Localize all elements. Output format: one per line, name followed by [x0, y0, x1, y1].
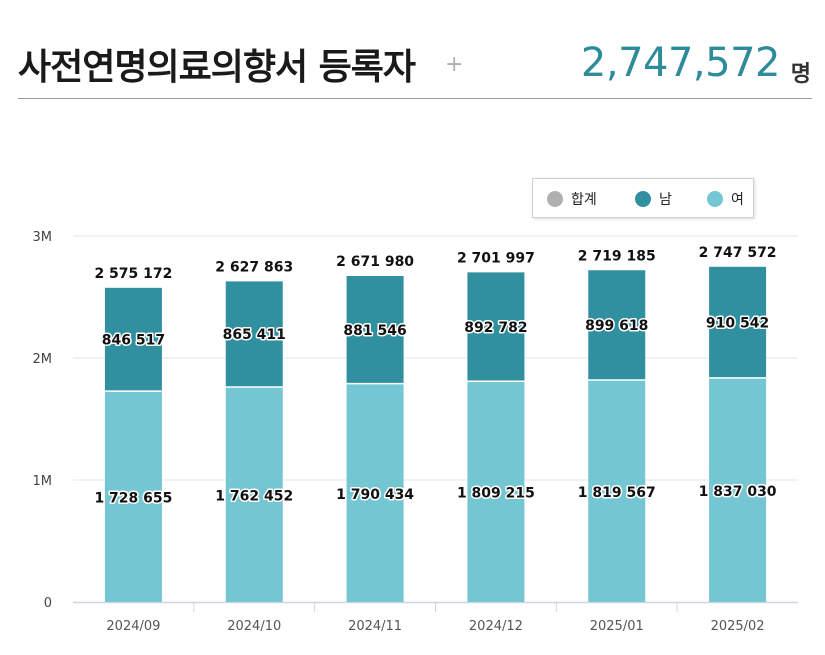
legend-item-female[interactable]: 여 [707, 189, 744, 209]
x-tick-label: 2024/11 [348, 619, 402, 634]
legend-male-swatch-icon [635, 191, 651, 207]
legend-total-label: 합계 [571, 192, 597, 208]
bar-female[interactable] [709, 377, 767, 602]
header-divider [18, 98, 812, 99]
data-label-male: 899 618 [585, 318, 648, 334]
total-count: 2,747,572 [580, 40, 781, 86]
bar-male[interactable] [104, 287, 162, 392]
x-tick-label: 2024/12 [469, 619, 523, 634]
data-label-female: 1 728 655 [94, 491, 172, 507]
legend-female-label: 여 [731, 192, 744, 208]
total-unit: 명 [790, 62, 811, 87]
data-label-total: 2 627 863 [215, 259, 293, 275]
bar-female[interactable] [104, 391, 162, 602]
x-tick-label: 2024/09 [106, 619, 160, 634]
data-label-male: 846 517 [102, 332, 165, 348]
data-label-total: 2 747 572 [699, 245, 777, 261]
x-tick-label: 2024/10 [227, 619, 281, 634]
data-label-female: 1 762 452 [215, 488, 293, 504]
data-label-male: 881 546 [343, 323, 406, 339]
legend-item-total[interactable]: 합계 [547, 189, 597, 209]
x-tick-label: 2025/01 [590, 619, 644, 634]
data-label-female: 1 809 215 [457, 486, 535, 502]
bar-female[interactable] [467, 381, 525, 602]
chart-legend: 합계 남 여 [532, 178, 754, 218]
legend-female-swatch-icon [707, 191, 723, 207]
y-tick-label: 0 [44, 596, 52, 611]
data-label-male: 910 542 [706, 315, 769, 331]
bar-male[interactable] [467, 272, 525, 382]
data-label-total: 2 575 172 [94, 266, 172, 282]
bar-female[interactable] [588, 380, 646, 602]
data-label-male: 865 411 [223, 327, 286, 343]
y-tick-label: 3M [33, 230, 53, 245]
legend-item-male[interactable]: 남 [635, 189, 672, 209]
y-tick-label: 1M [33, 474, 53, 489]
data-label-male: 892 782 [464, 320, 527, 336]
bar-female[interactable] [225, 386, 283, 602]
bar-male[interactable] [346, 276, 404, 384]
data-label-total: 2 671 980 [336, 254, 414, 270]
bar-male[interactable] [225, 281, 283, 387]
data-label-female: 1 837 030 [699, 484, 777, 500]
expand-plus-icon[interactable]: + [445, 52, 464, 77]
x-tick-label: 2025/02 [711, 619, 765, 634]
data-label-female: 1 790 434 [336, 487, 414, 503]
y-tick-label: 2M [33, 352, 53, 367]
data-label-total: 2 701 997 [457, 250, 535, 266]
page-title: 사전연명의료의향서 등록자 [18, 47, 416, 88]
legend-male-label: 남 [659, 192, 672, 208]
bar-female[interactable] [346, 383, 404, 602]
data-label-total: 2 719 185 [578, 248, 656, 264]
bar-male[interactable] [588, 270, 646, 381]
bar-male[interactable] [709, 266, 767, 378]
data-label-female: 1 819 567 [578, 485, 656, 501]
legend-total-swatch-icon [547, 191, 563, 207]
